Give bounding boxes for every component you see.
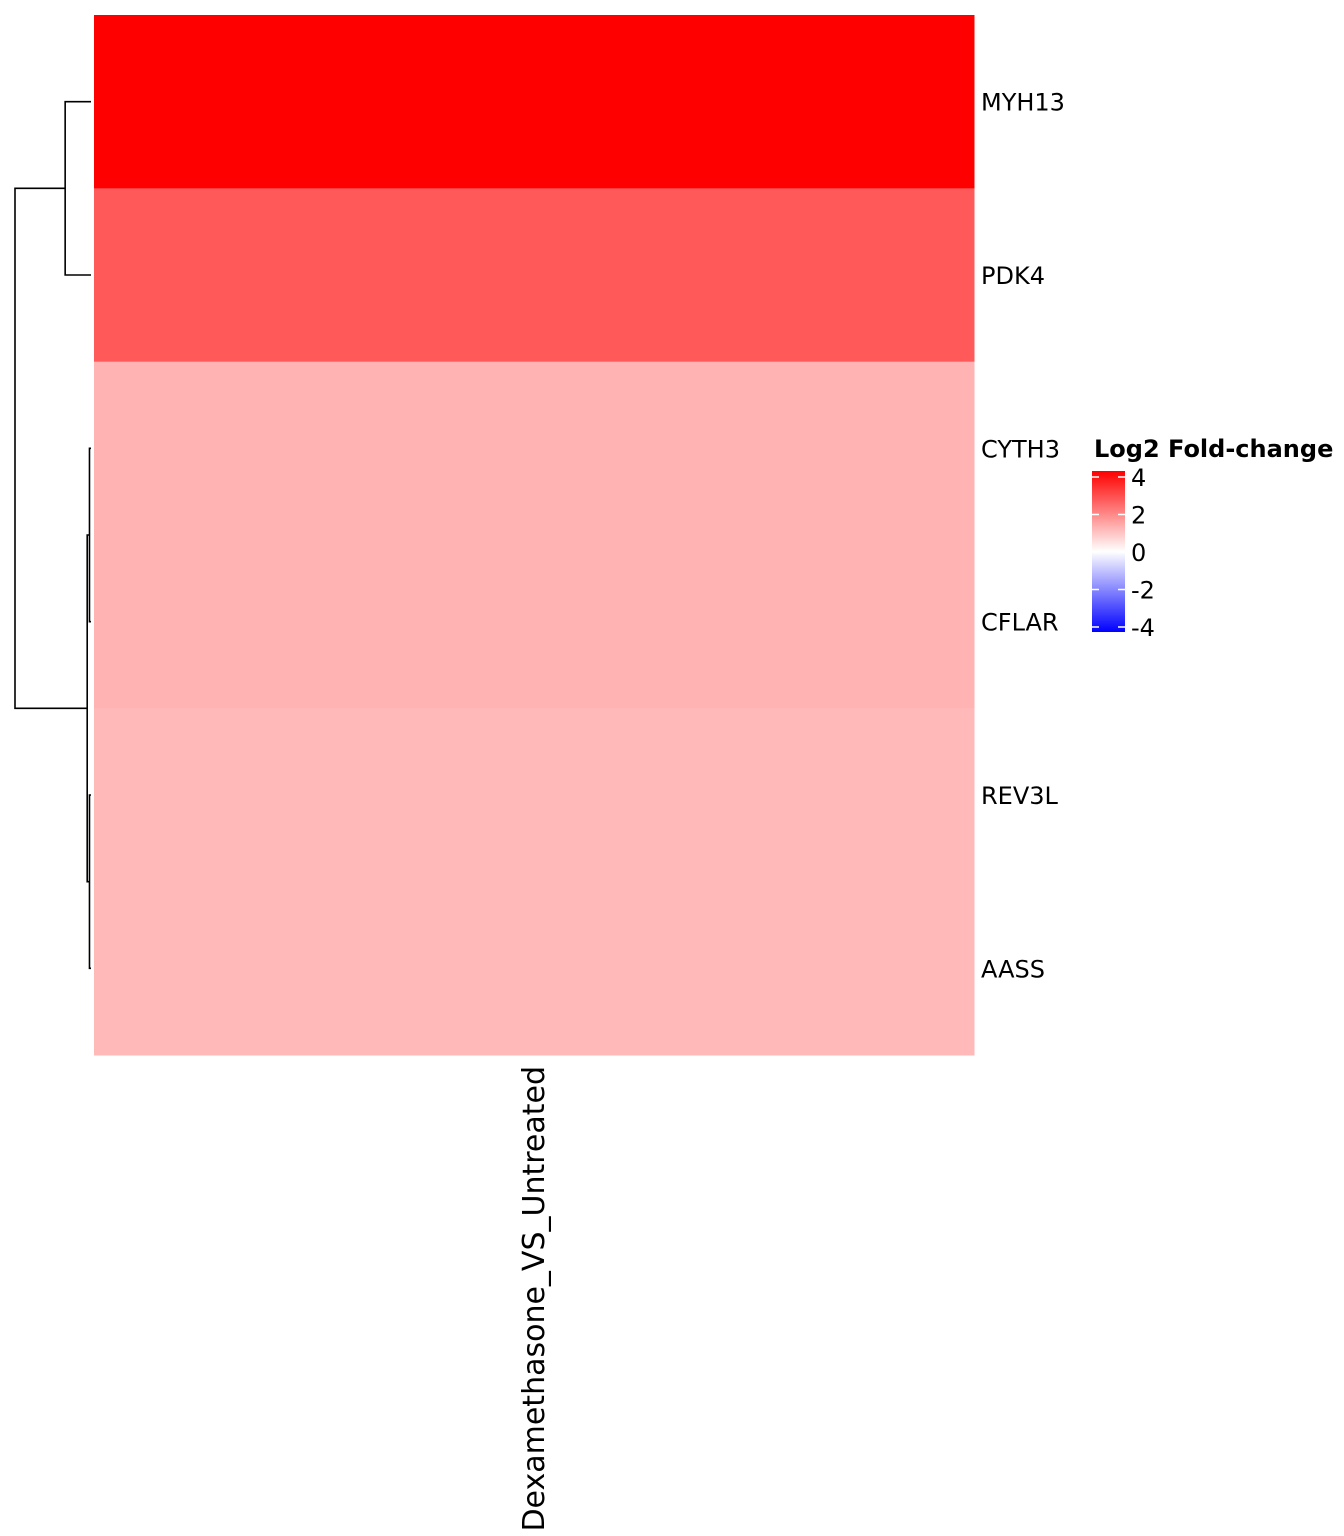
heatmap-cell-cyth3 — [94, 361, 975, 536]
heatmap-cell-cflar — [94, 535, 975, 709]
column-label: Dexamethasone_VS_Untreated — [517, 1066, 552, 1532]
dendrogram-branch-n5 — [14, 187, 88, 710]
row-labels: MYH13 PDK4 CYTH3 CFLAR REV3L AASS — [981, 89, 1065, 984]
row-label-aass: AASS — [981, 955, 1045, 983]
legend-tick-label: 4 — [1131, 464, 1146, 492]
legend-tick-label: -4 — [1131, 614, 1155, 642]
row-label-cyth3: CYTH3 — [981, 435, 1060, 463]
heatmap-cells — [94, 15, 975, 1056]
legend-title: Log2 Fold-change — [1094, 435, 1333, 463]
dendrogram-branch-n2 — [88, 794, 91, 970]
legend-ticks: 4 2 0 -2 -4 — [1092, 464, 1155, 642]
dendrogram-branch-n1 — [88, 447, 91, 623]
dendrogram-branch-n4 — [64, 100, 91, 276]
column-labels: Dexamethasone_VS_Untreated — [517, 1066, 552, 1532]
heatmap-cell-pdk4 — [94, 188, 975, 363]
legend-tick-label: 0 — [1131, 539, 1146, 567]
heatmap-cell-rev3l — [94, 708, 975, 883]
row-label-pdk4: PDK4 — [981, 262, 1045, 290]
heatmap-cell-myh13 — [94, 15, 975, 189]
legend-tick-label: 2 — [1131, 502, 1146, 530]
legend-tick-label: -2 — [1131, 577, 1155, 605]
heatmap-cell-aass — [94, 881, 975, 1056]
row-label-cflar: CFLAR — [981, 609, 1059, 637]
color-legend: Log2 Fold-change 4 2 0 -2 -4 — [1092, 435, 1333, 642]
row-label-myh13: MYH13 — [981, 89, 1065, 117]
row-label-rev3l: REV3L — [981, 782, 1059, 810]
row-dendrogram — [14, 100, 91, 970]
